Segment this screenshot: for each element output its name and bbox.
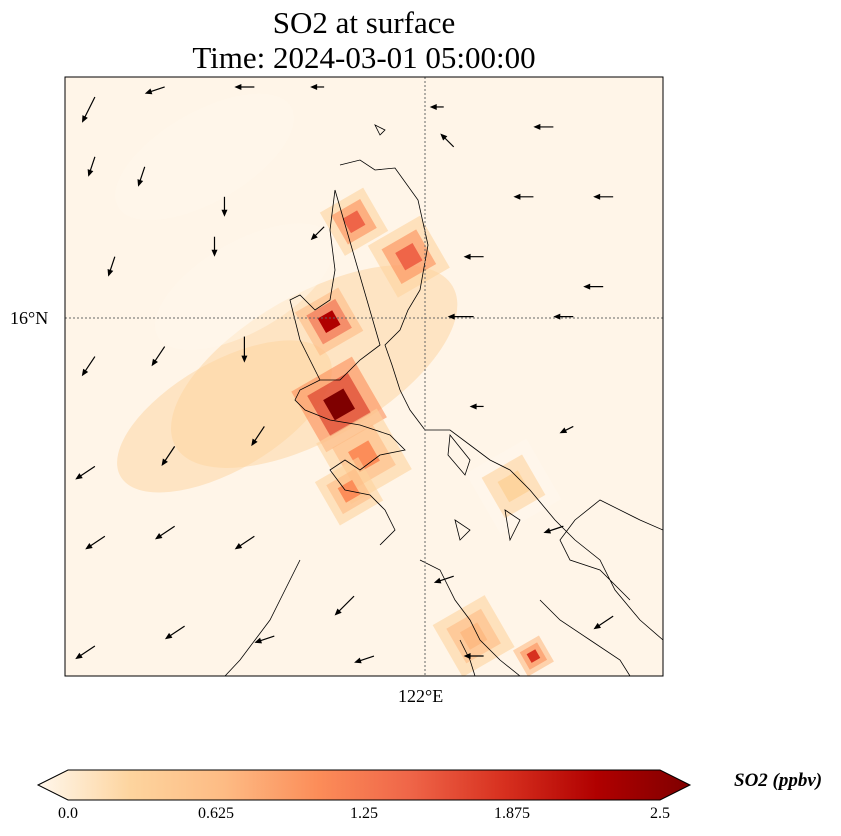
plume-haze <box>115 93 295 221</box>
wind-arrow <box>543 525 564 534</box>
wind-arrow <box>533 123 554 130</box>
colorbar-tick-label: 0.0 <box>58 805 78 822</box>
wind-arrow <box>310 83 325 90</box>
wind-arrow <box>513 193 534 200</box>
wind-arrow <box>107 256 116 277</box>
so2-hotspot <box>395 243 423 271</box>
wind-arrow <box>433 575 454 584</box>
coastline <box>224 124 663 676</box>
map-frame <box>64 76 664 677</box>
plume-haze <box>117 340 332 493</box>
so2-hotspot <box>323 388 356 421</box>
map-title: SO2 at surface <box>272 5 456 40</box>
so2-hotspot <box>526 649 541 663</box>
wind-arrow <box>161 446 176 467</box>
wind-arrow <box>463 253 484 260</box>
colorbar-title: SO2 (ppbv) <box>734 770 823 791</box>
wind-arrow <box>137 166 146 187</box>
wind-arrow <box>144 86 165 95</box>
colorbar-tick-label: 0.625 <box>198 805 234 822</box>
wind-arrow <box>82 96 96 123</box>
wind-arrow <box>354 655 375 664</box>
wind-arrow <box>553 313 574 320</box>
wind-arrow <box>87 156 96 177</box>
so2-hotspot <box>317 310 341 333</box>
so2-hotspot <box>497 470 530 503</box>
wind-arrow <box>593 615 614 630</box>
wind-arrow <box>254 635 275 644</box>
so2-hotspot <box>459 622 488 650</box>
wind-arrow <box>334 595 355 616</box>
y-tick-label: 16°N <box>10 308 49 328</box>
wind-arrow <box>583 283 604 290</box>
wind-arrow <box>81 356 96 377</box>
so2-hotspot <box>337 479 361 503</box>
wind-arrow <box>234 535 255 550</box>
wind-arrow <box>211 236 218 257</box>
wind-arrow <box>75 645 96 660</box>
wind-arrow <box>221 196 228 217</box>
wind-arrow <box>463 653 484 660</box>
wind-arrow <box>151 346 166 367</box>
wind-arrow <box>164 625 185 640</box>
x-tick-label: 122°E <box>398 686 444 706</box>
wind-arrow <box>447 313 474 320</box>
wind-arrow <box>75 465 96 480</box>
wind-arrow <box>593 193 614 200</box>
wind-arrow <box>440 133 455 148</box>
colorbar-tick-label: 2.5 <box>650 805 670 822</box>
wind-arrow <box>310 226 325 241</box>
colorbar-tick-label: 1.875 <box>494 805 530 822</box>
colorbar-tick-label: 1.25 <box>350 805 378 822</box>
wind-arrow <box>241 336 248 363</box>
wind-arrow <box>85 535 106 550</box>
wind-arrow <box>234 83 255 90</box>
map-plot <box>64 76 664 677</box>
map-subtitle: Time: 2024-03-01 05:00:00 <box>192 40 536 75</box>
wind-arrow <box>559 425 574 434</box>
wind-arrow <box>154 525 175 540</box>
wind-arrow <box>469 403 484 410</box>
wind-arrow <box>251 426 265 447</box>
colorbar <box>36 769 692 801</box>
plume-haze <box>154 223 334 351</box>
wind-arrow <box>429 103 444 110</box>
so2-hotspot <box>342 210 366 234</box>
